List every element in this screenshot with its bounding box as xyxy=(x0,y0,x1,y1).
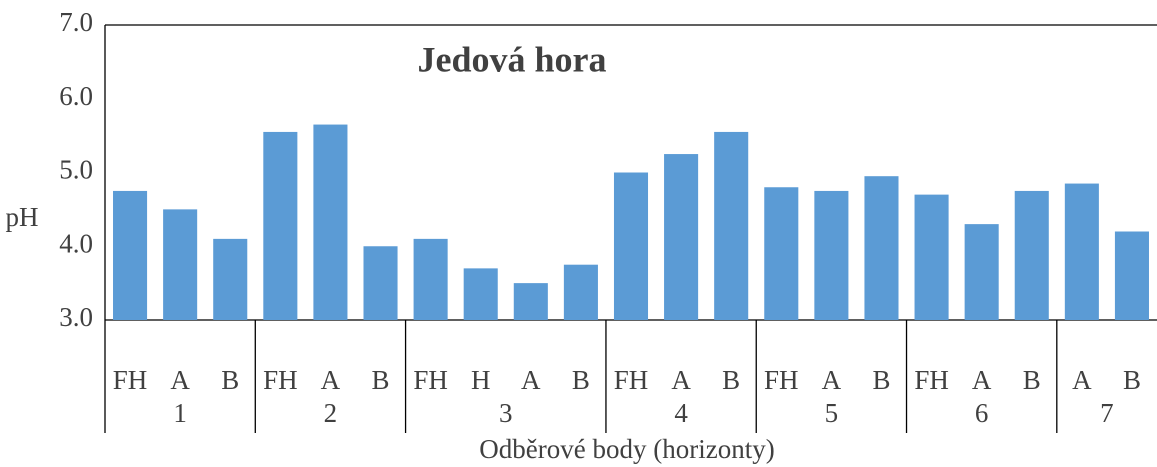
x-tick-label: A xyxy=(671,365,691,395)
bar xyxy=(964,224,999,320)
x-tick-label: FH xyxy=(914,365,949,395)
bar xyxy=(563,264,598,320)
x-tick-label: A xyxy=(521,365,541,395)
x-tick-label: H xyxy=(471,365,491,395)
x-tick-label: B xyxy=(1123,365,1141,395)
bar xyxy=(613,172,649,320)
group-label: 7 xyxy=(1100,398,1114,428)
y-tick-label: 4.0 xyxy=(59,228,93,258)
bar xyxy=(864,176,899,320)
bar xyxy=(263,131,298,320)
x-tick-label: FH xyxy=(263,365,298,395)
bar xyxy=(764,187,799,320)
bar xyxy=(513,283,548,320)
y-tick-label: 7.0 xyxy=(59,7,93,37)
bar xyxy=(213,238,248,320)
group-label: 1 xyxy=(173,398,187,428)
bar xyxy=(113,190,148,320)
x-tick-label: B xyxy=(872,365,890,395)
group-label: 5 xyxy=(825,398,839,428)
group-label: 3 xyxy=(499,398,513,428)
group-label: 6 xyxy=(975,398,989,428)
group-label: 2 xyxy=(324,398,338,428)
x-tick-label: FH xyxy=(614,365,649,395)
bar xyxy=(363,246,398,320)
bar xyxy=(1114,231,1149,320)
y-tick-label: 6.0 xyxy=(59,81,93,111)
bar xyxy=(413,238,448,320)
bar xyxy=(714,131,749,320)
chart-title: Jedová hora xyxy=(418,39,607,79)
x-tick-label: B xyxy=(221,365,239,395)
x-axis-label: Odběrové body (horizonty) xyxy=(479,434,774,464)
bar xyxy=(463,268,498,320)
x-tick-label: A xyxy=(822,365,842,395)
x-tick-label: B xyxy=(722,365,740,395)
bar xyxy=(1064,183,1099,320)
bar xyxy=(664,154,699,320)
x-tick-label: A xyxy=(1072,365,1092,395)
x-tick-label: FH xyxy=(413,365,448,395)
x-tick-label: A xyxy=(972,365,992,395)
x-tick-label: FH xyxy=(113,365,148,395)
x-tick-label: A xyxy=(170,365,190,395)
y-tick-label: 3.0 xyxy=(59,302,93,332)
bar xyxy=(914,194,949,320)
x-tick-label: B xyxy=(372,365,390,395)
bar xyxy=(163,209,198,320)
y-tick-label: 5.0 xyxy=(59,155,93,185)
x-tick-label: B xyxy=(572,365,590,395)
group-label: 4 xyxy=(674,398,688,428)
x-tick-label: FH xyxy=(764,365,799,395)
x-tick-label: B xyxy=(1023,365,1041,395)
bar xyxy=(1014,190,1049,320)
x-tick-label: A xyxy=(321,365,341,395)
bar xyxy=(313,124,348,320)
y-axis-label: pH xyxy=(6,202,39,232)
bar xyxy=(814,190,849,320)
